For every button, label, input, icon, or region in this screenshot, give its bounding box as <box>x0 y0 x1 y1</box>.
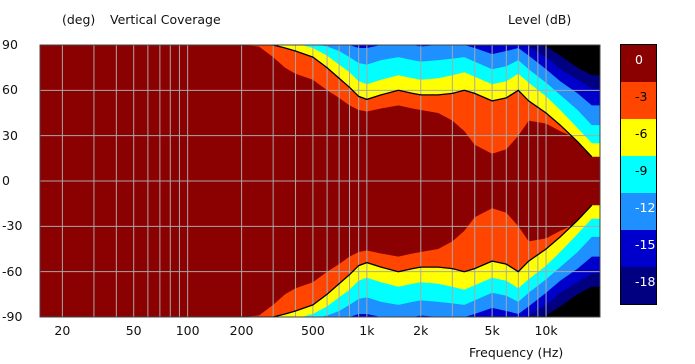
colorbar-swatch <box>621 267 656 304</box>
x-tick-label: 20 <box>54 323 71 338</box>
y-tick-label: -90 <box>2 309 23 324</box>
contour-line <box>241 45 593 158</box>
colorbar-title: Level (dB) <box>508 12 572 27</box>
y-tick-label: -30 <box>2 218 23 234</box>
colorbar-swatch <box>621 45 656 82</box>
colorbar-swatch <box>621 82 656 119</box>
chart-title: Vertical Coverage <box>110 12 221 27</box>
band--12-bottom <box>320 236 600 317</box>
x-tick-label: 2k <box>413 323 429 338</box>
colorbar-label: -15 <box>635 237 656 252</box>
y-tick-label: 90 <box>2 37 18 52</box>
minus-6db-contour <box>241 45 593 317</box>
y-tick-label: 30 <box>2 127 18 143</box>
x-axis-label: Frequency (Hz) <box>469 345 564 360</box>
y-tick-label: 60 <box>2 82 18 98</box>
grid <box>40 45 600 317</box>
y-tick-label: 0 <box>2 173 10 188</box>
colorbar-label: -18 <box>635 274 656 289</box>
x-tick-label: 200 <box>229 323 254 338</box>
band-below-bottom <box>537 286 600 317</box>
x-tick-label: 50 <box>125 323 142 338</box>
colorbar-label: 0 <box>635 52 643 67</box>
colorbar-label: -9 <box>635 163 648 178</box>
x-tick-label: 1k <box>359 323 375 338</box>
x-tick-label: 5k <box>484 323 500 338</box>
band--9-top <box>301 45 600 144</box>
band-below-top <box>537 45 600 76</box>
colorbar-swatch <box>621 193 656 230</box>
colorbar-swatch <box>621 230 656 267</box>
x-tick-label: 100 <box>175 323 200 338</box>
colorbar-label: -6 <box>635 126 648 141</box>
y-tick-label: -60 <box>2 263 23 279</box>
band--9-bottom <box>301 218 600 317</box>
colorbar-label: -3 <box>635 89 648 104</box>
band--12-top <box>320 45 600 126</box>
colorbar <box>620 44 657 305</box>
x-tick-label: 10k <box>534 323 558 338</box>
colorbar-swatch <box>621 156 656 193</box>
x-tick-label: 500 <box>300 323 325 338</box>
colorbar-swatch <box>621 119 656 156</box>
plot-frame <box>39 44 601 318</box>
y-unit-label: (deg) <box>62 12 96 27</box>
colorbar-label: -12 <box>635 200 656 215</box>
contour-line <box>241 204 593 317</box>
